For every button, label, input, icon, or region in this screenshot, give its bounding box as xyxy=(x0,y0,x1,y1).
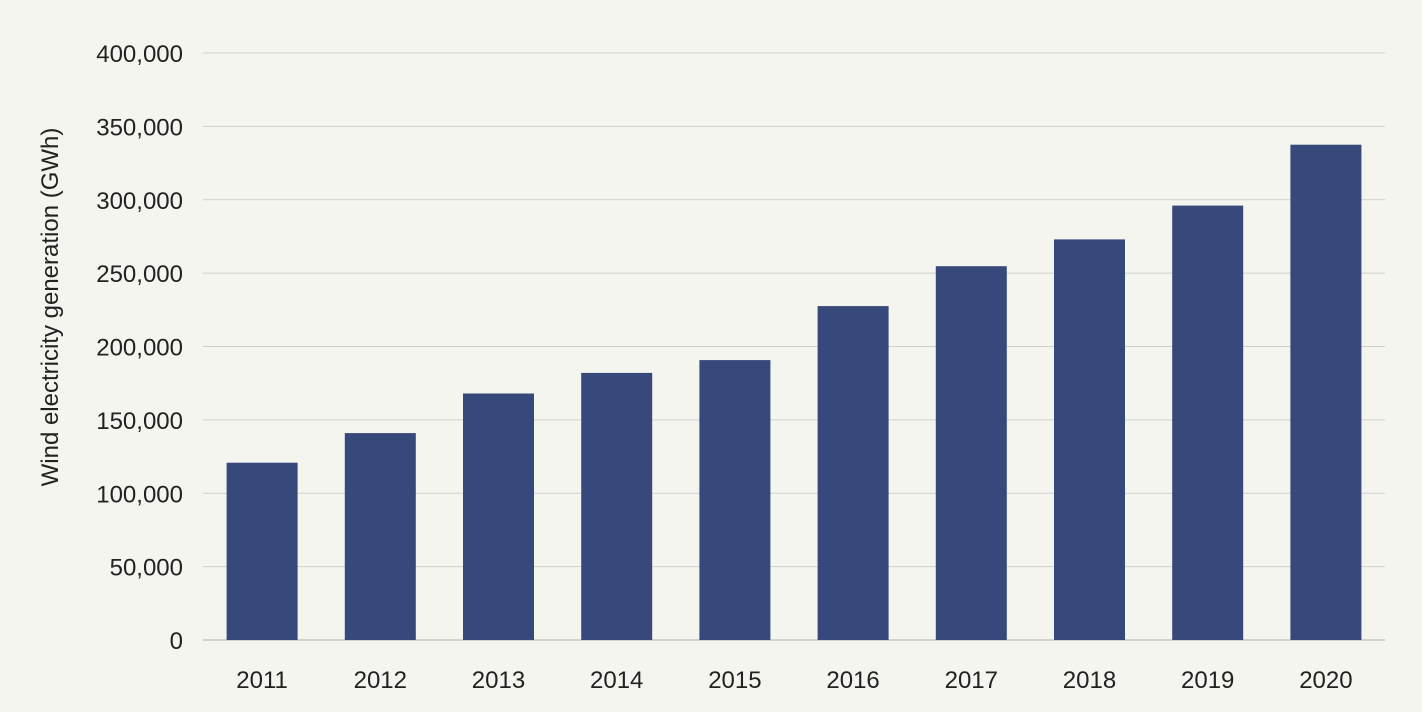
x-tick-label: 2015 xyxy=(708,667,761,694)
x-tick-label: 2012 xyxy=(354,667,407,694)
bar-2014 xyxy=(581,372,653,640)
y-tick-label: 250,000 xyxy=(96,261,183,288)
y-tick-label: 100,000 xyxy=(96,481,183,508)
bar-2020 xyxy=(1290,144,1362,640)
bar-2012 xyxy=(344,433,416,640)
y-tick-label: 400,000 xyxy=(96,41,183,68)
y-tick-label: 50,000 xyxy=(110,555,183,582)
bars xyxy=(226,144,1362,640)
y-tick-label: 300,000 xyxy=(96,188,183,215)
bar-2019 xyxy=(1172,205,1244,640)
y-tick-label: 150,000 xyxy=(96,408,183,435)
x-axis-tick-labels: 2011 2012 2013 2014 2015 2016 2017 2018 2019 2020 xyxy=(236,667,1352,694)
bar-2011 xyxy=(226,462,298,640)
y-axis-title: Wind electricity generation (GWh) xyxy=(37,128,64,487)
x-tick-label: 2018 xyxy=(1063,667,1116,694)
x-tick-label: 2011 xyxy=(236,667,288,694)
x-tick-label: 2014 xyxy=(590,667,643,694)
bar-2018 xyxy=(1054,239,1125,640)
y-tick-label: 0 xyxy=(170,628,183,655)
y-tick-label: 350,000 xyxy=(96,114,183,141)
x-tick-label: 2013 xyxy=(472,667,525,694)
bar-2013 xyxy=(463,393,534,640)
bar-2015 xyxy=(699,360,771,640)
x-tick-label: 2020 xyxy=(1299,667,1352,694)
x-tick-label: 2019 xyxy=(1181,667,1234,694)
x-tick-label: 2017 xyxy=(945,667,998,694)
bar-2016 xyxy=(817,306,889,640)
y-axis-tick-labels: 0 50,000 100,000 150,000 200,000 250,000 300,0… xyxy=(96,41,183,655)
bar-2017 xyxy=(935,266,1007,640)
x-tick-label: 2016 xyxy=(826,667,879,694)
y-tick-label: 200,000 xyxy=(96,335,183,362)
